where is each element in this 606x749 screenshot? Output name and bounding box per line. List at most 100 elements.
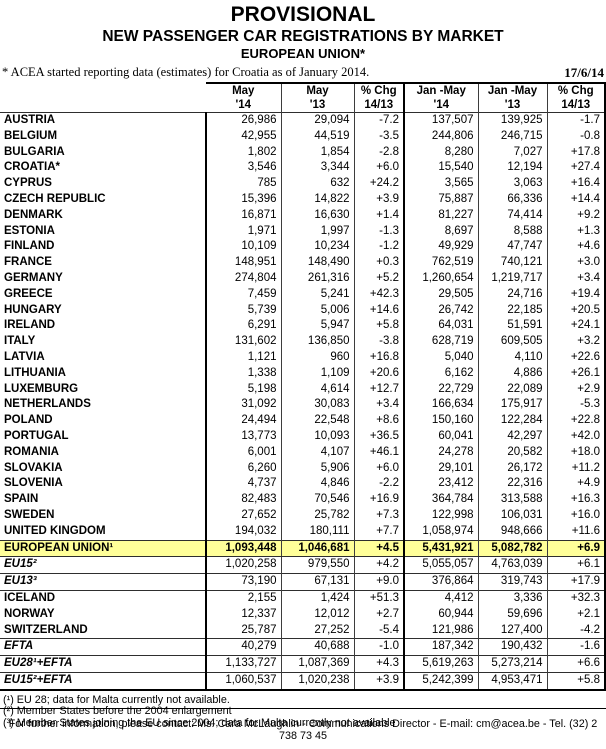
cell-value: +5.2 [354,270,405,287]
cell-value: +9.2 [547,207,606,224]
cell-value: 175,917 [478,397,548,414]
cell-market-name: SWEDEN [0,507,207,524]
col-header-text: May [306,85,329,97]
cell-value: +7.3 [354,507,405,524]
table-row-slovenia: SLOVENIA 4,737 4,846 -2.2 23,412 22,316 +4.9 [0,476,606,493]
cell-market-name: EU15²+EFTA [0,671,207,691]
cell-value: 16,630 [281,207,355,224]
cell-value: -1.2 [354,239,405,256]
table-row-croatia: CROATIA* 3,546 3,344 +6.0 15,540 12,194 +27.4 [0,160,606,177]
cell-market-name: HUNGARY [0,302,207,319]
col-header-text: Jan -May [416,85,466,97]
cell-value: 1,060,537 [206,671,282,691]
cell-market-name: AUSTRIA [0,111,207,129]
cell-value: +3.4 [354,397,405,414]
cell-value: 60,041 [404,428,479,445]
cell-value: 148,490 [281,255,355,271]
col-header-text: Jan -May [487,85,538,97]
cell-value: 30,083 [281,397,355,414]
cell-value: 64,031 [404,318,479,335]
cell-value: -5.4 [354,622,405,639]
cell-value: +7.7 [354,523,405,541]
cell-value: +1.4 [354,207,405,224]
cell-value: 22,185 [478,302,548,319]
footnote-eu15: (²) Member States before the 2004 enlarg… [3,705,232,718]
cell-value: +22.6 [547,349,606,366]
cell-value: -1.3 [354,223,405,240]
cell-value: 25,787 [206,622,282,639]
cell-value: 948,666 [478,523,548,541]
cell-market-name: SPAIN [0,492,207,508]
croatia-note: * ACEA started reporting data (estimates… [2,65,370,79]
cell-value: 5,082,782 [478,539,548,558]
col-header-text: '14 [235,99,252,111]
cell-value: -4.2 [547,622,606,639]
table-row-austria: AUSTRIA 26,986 29,094 -7.2 137,507 139,925 -1.… [0,111,606,129]
cell-value: +22.8 [547,413,606,429]
cell-value: 82,483 [206,492,282,508]
cell-value: 166,634 [404,397,479,414]
col-header-janmay-14: Jan -May '14 [404,82,479,113]
cell-value: 12,012 [281,606,355,623]
cell-value: 40,688 [281,638,355,656]
cell-value: +4.3 [354,655,405,673]
cell-value: +12.7 [354,381,405,398]
cell-value: +5.8 [547,671,606,691]
cell-value: +24.2 [354,176,405,192]
cell-value: +16.0 [547,507,606,524]
cell-value: 261,316 [281,270,355,287]
cell-value: -2.8 [354,144,405,161]
table-row-greece: GREECE 7,459 5,241 +42.3 29,505 24,716 +19.4 [0,286,606,303]
cell-value: +46.1 [354,444,405,461]
cell-value: +32.3 [547,589,606,607]
col-header-text: '13 [309,99,326,111]
cell-value: +3.4 [547,270,606,287]
cell-value: 29,505 [404,286,479,303]
cell-value: 7,027 [478,144,548,161]
cell-value: -3.5 [354,128,405,145]
cell-value: -2.2 [354,476,405,493]
cell-market-name: POLAND [0,413,207,429]
cell-value: +5.8 [354,318,405,335]
page-subtitle: NEW PASSENGER CAR REGISTRATIONS BY MARKE… [102,28,504,45]
cell-value: 150,160 [404,413,479,429]
cell-value: 16,871 [206,207,282,224]
cell-value: +24.1 [547,318,606,335]
cell-market-name: FRANCE [0,255,207,271]
cell-value: 1,121 [206,349,282,366]
cell-value: 632 [281,176,355,192]
cell-value: 127,400 [478,622,548,639]
cell-value: 74,414 [478,207,548,224]
table-row-netherlands: NETHERLANDS 31,092 30,083 +3.4 166,634 175,91… [0,397,606,414]
table-row-switzerland: SWITZERLAND 25,787 27,252 -5.4 121,986 127,40… [0,622,606,639]
cell-value: 23,412 [404,476,479,493]
cell-value: 15,396 [206,191,282,208]
cell-market-name: EU13³ [0,573,207,591]
cell-market-name: ESTONIA [0,223,207,240]
table-row-belgium: BELGIUM 42,955 44,519 -3.5 244,806 246,715 -0.… [0,128,606,145]
cell-value: +2.9 [547,381,606,398]
table-row-norway: NORWAY 12,337 12,012 +2.7 60,944 59,696 +2.1 [0,606,606,623]
cell-market-name: LUXEMBURG [0,381,207,398]
cell-value: 960 [281,349,355,366]
cell-value: 785 [206,176,282,192]
col-header-text: '13 [504,99,521,111]
table-row-eu13: EU13³ 73,190 67,131 +9.0 376,864 319,743 +17.9 [0,573,606,591]
cell-value: 1,971 [206,223,282,240]
cell-value: +17.8 [547,144,606,161]
cell-value: 4,614 [281,381,355,398]
col-header-text: % Chg [360,85,397,97]
cell-value: +14.4 [547,191,606,208]
cell-value: 148,951 [206,255,282,271]
cell-market-name: FINLAND [0,239,207,256]
cell-value: 4,107 [281,444,355,461]
cell-value: +4.5 [354,539,405,558]
footnote-eu13: (³) Member States joining the EU since 2… [3,717,396,730]
cell-value: -1.6 [547,638,606,656]
cell-value: 5,273,214 [478,655,548,673]
table-row-romania: ROMANIA 6,001 4,107 +46.1 24,278 20,582 +18.0 [0,444,606,461]
cell-value: 26,172 [478,460,548,477]
cell-market-name: SLOVAKIA [0,460,207,477]
cell-value: 122,998 [404,507,479,524]
table-row-latvia: LATVIA 1,121 960 +16.8 5,040 4,110 +22.6 [0,349,606,366]
